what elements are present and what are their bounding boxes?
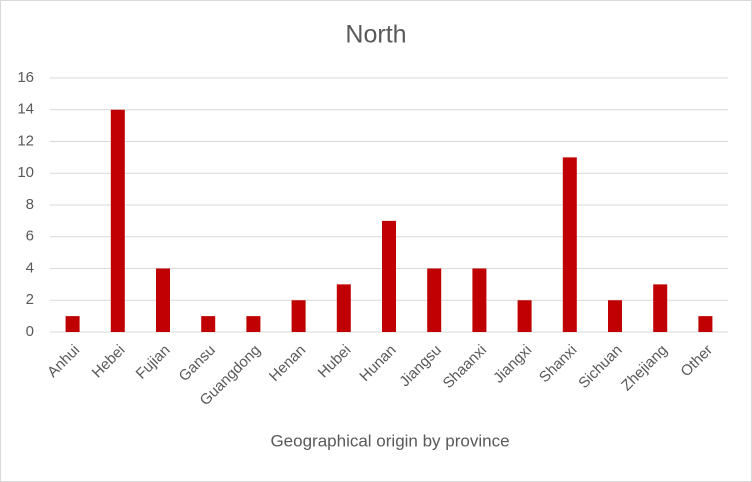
y-tick-label: 12: [17, 132, 34, 149]
bar: [698, 316, 713, 332]
bar: [201, 316, 216, 332]
bar: [156, 268, 170, 332]
bar: [110, 109, 125, 332]
x-axis-label: Geographical origin by province: [270, 431, 509, 450]
bar: [382, 220, 396, 332]
bar: [291, 300, 306, 332]
bar: [653, 284, 668, 332]
y-tick-label: 8: [26, 196, 34, 213]
bar: [336, 284, 351, 332]
y-tick-label: 0: [26, 323, 34, 340]
y-tick-label: 14: [17, 101, 34, 118]
bar: [246, 316, 261, 332]
bar: [427, 268, 442, 332]
y-tick-label: 16: [17, 69, 34, 86]
y-tick-label: 10: [17, 164, 34, 181]
y-tick-label: 4: [26, 259, 34, 276]
bar: [562, 157, 577, 332]
bar: [517, 300, 532, 332]
bar: [65, 316, 80, 332]
chart-title: North: [345, 21, 406, 49]
y-tick-label: 2: [26, 291, 34, 308]
y-tick-label: 6: [26, 228, 34, 245]
bar: [472, 268, 487, 332]
bar: [608, 300, 622, 332]
